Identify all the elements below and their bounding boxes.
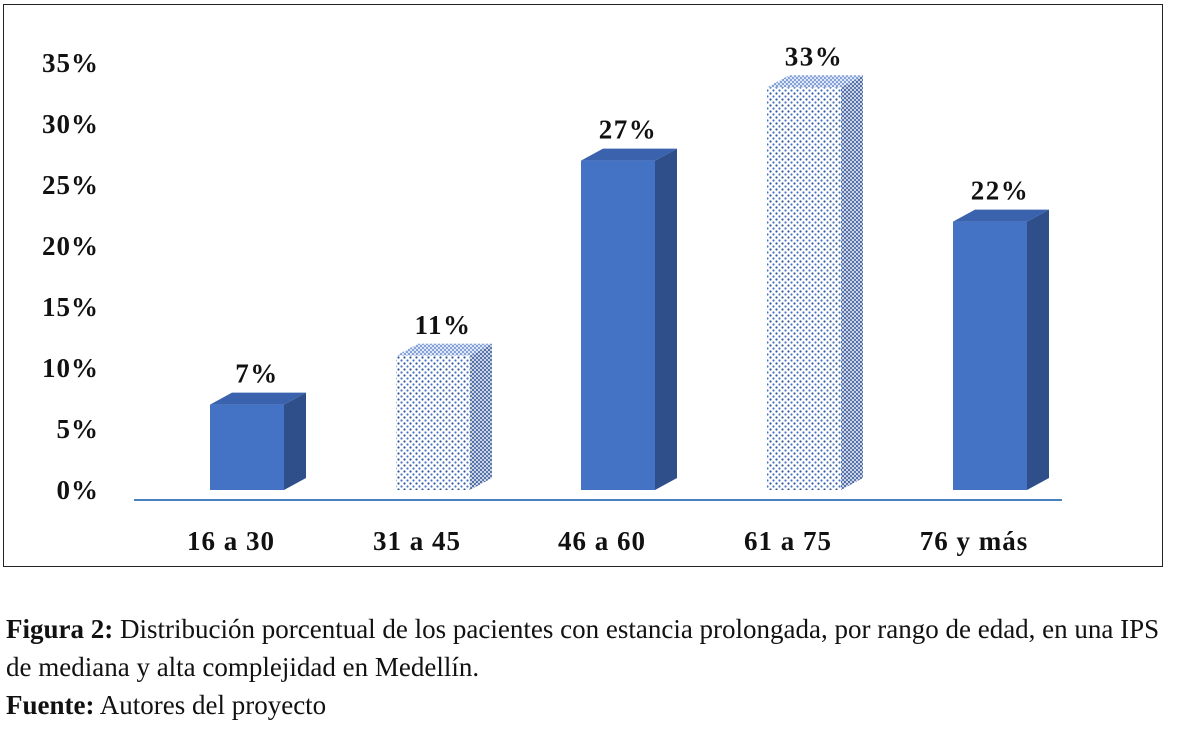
- chart-frame: 0% 5% 10% 15% 20% 25% 30% 35% 7% 11% 27% 33% 22% 16…: [3, 4, 1163, 567]
- bar-side: [841, 75, 863, 491]
- bar: [396, 343, 492, 490]
- bar-front: [767, 87, 841, 491]
- data-label: 27%: [599, 115, 658, 145]
- bar: [210, 392, 306, 490]
- data-label: 33%: [785, 41, 844, 71]
- y-tick-label: 15%: [42, 292, 99, 322]
- data-label: 11%: [414, 310, 471, 340]
- figure-caption: Figura 2: Distribución porcentual de los…: [6, 610, 1171, 724]
- bar-top: [581, 148, 677, 161]
- x-tick-label: 31 a 45: [373, 526, 461, 556]
- bar-side: [470, 343, 492, 490]
- bar-side: [655, 148, 677, 490]
- bar-side: [1027, 209, 1049, 490]
- bar-front: [396, 355, 470, 490]
- bar-top: [210, 392, 306, 405]
- bar-chart: 0% 5% 10% 15% 20% 25% 30% 35% 7% 11% 27% 33% 22% 16…: [42, 41, 1062, 556]
- bar: [953, 209, 1049, 490]
- bars: [210, 75, 1049, 491]
- figure-label: Figura 2:: [6, 614, 114, 644]
- caption-source-line: Fuente: Autores del proyecto: [6, 686, 1171, 724]
- bar-top: [767, 75, 863, 88]
- source-label: Fuente:: [6, 690, 95, 720]
- caption-figure-line: Figura 2: Distribución porcentual de los…: [6, 610, 1171, 686]
- x-tick-label: 46 a 60: [558, 526, 646, 556]
- y-tick-label: 30%: [42, 109, 99, 139]
- data-label: 7%: [235, 359, 279, 389]
- y-tick-label: 35%: [42, 48, 99, 78]
- figure-text: Distribución porcentual de los pacientes…: [6, 614, 1160, 682]
- y-tick-label: 10%: [42, 353, 99, 383]
- source-text: Autores del proyecto: [94, 690, 327, 720]
- bar-top: [396, 343, 492, 356]
- x-tick-label: 61 a 75: [744, 526, 832, 556]
- data-label: 22%: [971, 176, 1030, 206]
- y-tick-label: 0%: [57, 475, 100, 505]
- bar-side: [284, 392, 306, 490]
- bar-front: [210, 404, 284, 490]
- bar-top: [953, 209, 1049, 222]
- x-tick-label: 16 a 30: [187, 526, 275, 556]
- x-axis: 16 a 30 31 a 45 46 a 60 61 a 75 76 y más: [187, 526, 1029, 556]
- y-axis: 0% 5% 10% 15% 20% 25% 30% 35%: [42, 48, 100, 505]
- bar: [767, 75, 863, 491]
- x-tick-label: 76 y más: [920, 526, 1029, 556]
- bar: [581, 148, 677, 490]
- y-tick-label: 20%: [42, 231, 99, 261]
- y-tick-label: 5%: [57, 414, 100, 444]
- bar-front: [953, 221, 1027, 490]
- y-tick-label: 25%: [42, 170, 99, 200]
- data-labels: 7% 11% 27% 33% 22%: [235, 41, 1030, 389]
- bar-front: [581, 160, 655, 490]
